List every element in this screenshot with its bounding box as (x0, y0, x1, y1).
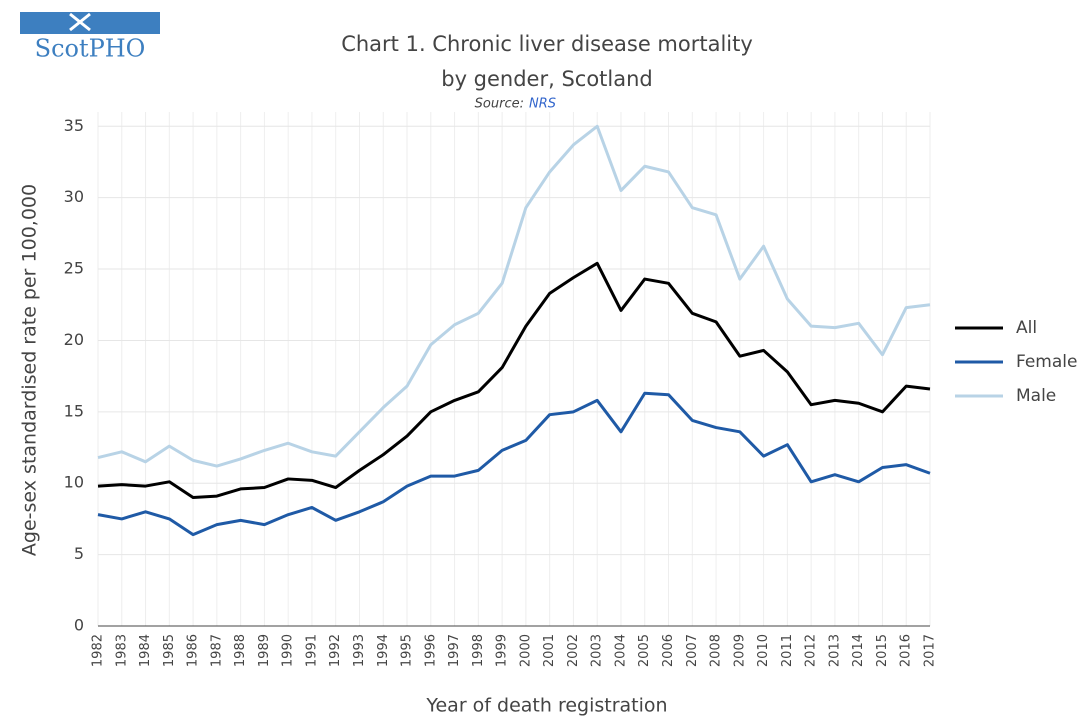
x-tick-label: 1994 (376, 634, 391, 667)
x-tick-label: 1995 (400, 634, 415, 667)
legend-label: All (1016, 318, 1037, 338)
source-link[interactable]: NRS (529, 97, 556, 112)
x-tick-label: 1999 (495, 634, 510, 667)
x-tick-label: 1985 (162, 634, 177, 667)
x-tick-label: 2000 (518, 634, 533, 667)
x-tick-label: 1988 (233, 634, 248, 667)
x-tick-label: 1996 (423, 634, 438, 667)
logo-banner (20, 12, 160, 34)
legend-label: Male (1016, 386, 1056, 406)
x-tick-label: 2016 (899, 634, 914, 667)
x-tick-label: 1992 (328, 634, 343, 667)
x-tick-label: 2009 (732, 634, 747, 667)
x-tick-label: 2005 (637, 634, 652, 667)
x-axis-label: Year of death registration (425, 695, 667, 717)
series-line (97, 391, 931, 537)
x-tick-label: 2006 (661, 634, 676, 667)
x-tick-label: 1989 (257, 634, 272, 667)
x-tick-label: 2017 (923, 634, 938, 667)
x-tick-label: 1983 (114, 634, 129, 667)
x-tick-label: 2004 (613, 634, 628, 667)
chart-title: Chart 1. Chronic liver disease mortality (341, 32, 753, 56)
x-tick-label: 2007 (685, 634, 700, 667)
x-tick-label: 2008 (709, 634, 724, 667)
x-tick-label: 1984 (138, 634, 153, 667)
y-tick-label: 10 (64, 473, 84, 492)
x-tick-label: 2002 (566, 634, 581, 667)
series-line (97, 261, 931, 499)
legend-label: Female (1016, 352, 1077, 372)
x-tick-label: 1982 (91, 634, 106, 667)
y-tick-label: 30 (64, 187, 84, 206)
y-tick-label: 5 (74, 544, 84, 563)
logo-text: ScotPHO (35, 35, 146, 63)
y-tick-label: 20 (64, 330, 84, 349)
y-axis-label: Age-sex standardised rate per 100,000 (19, 184, 41, 556)
x-tick-label: 2011 (780, 634, 795, 667)
x-tick-label: 1997 (447, 634, 462, 667)
y-tick-label: 15 (64, 401, 84, 420)
x-tick-label: 2012 (804, 634, 819, 667)
logo-saltire (69, 12, 91, 32)
chart-title: by gender, Scotland (441, 67, 653, 91)
y-tick-label: 35 (64, 116, 84, 135)
x-tick-label: 1991 (304, 634, 319, 667)
source-label: Source: (475, 97, 524, 112)
x-tick-label: 1987 (209, 634, 224, 667)
y-tick-label: 0 (74, 616, 84, 635)
x-tick-label: 2001 (542, 634, 557, 667)
y-tick-label: 25 (64, 259, 84, 278)
x-tick-label: 1998 (471, 634, 486, 667)
logo: ScotPHO (20, 12, 160, 63)
x-tick-label: 2014 (851, 634, 866, 667)
x-tick-label: 1993 (352, 634, 367, 667)
x-tick-label: 1986 (186, 634, 201, 667)
series-line (97, 124, 931, 468)
x-tick-label: 2003 (590, 634, 605, 667)
x-tick-label: 2010 (756, 634, 771, 667)
x-tick-label: 2015 (875, 634, 890, 667)
x-tick-label: 2013 (827, 634, 842, 667)
x-tick-label: 1990 (281, 634, 296, 667)
